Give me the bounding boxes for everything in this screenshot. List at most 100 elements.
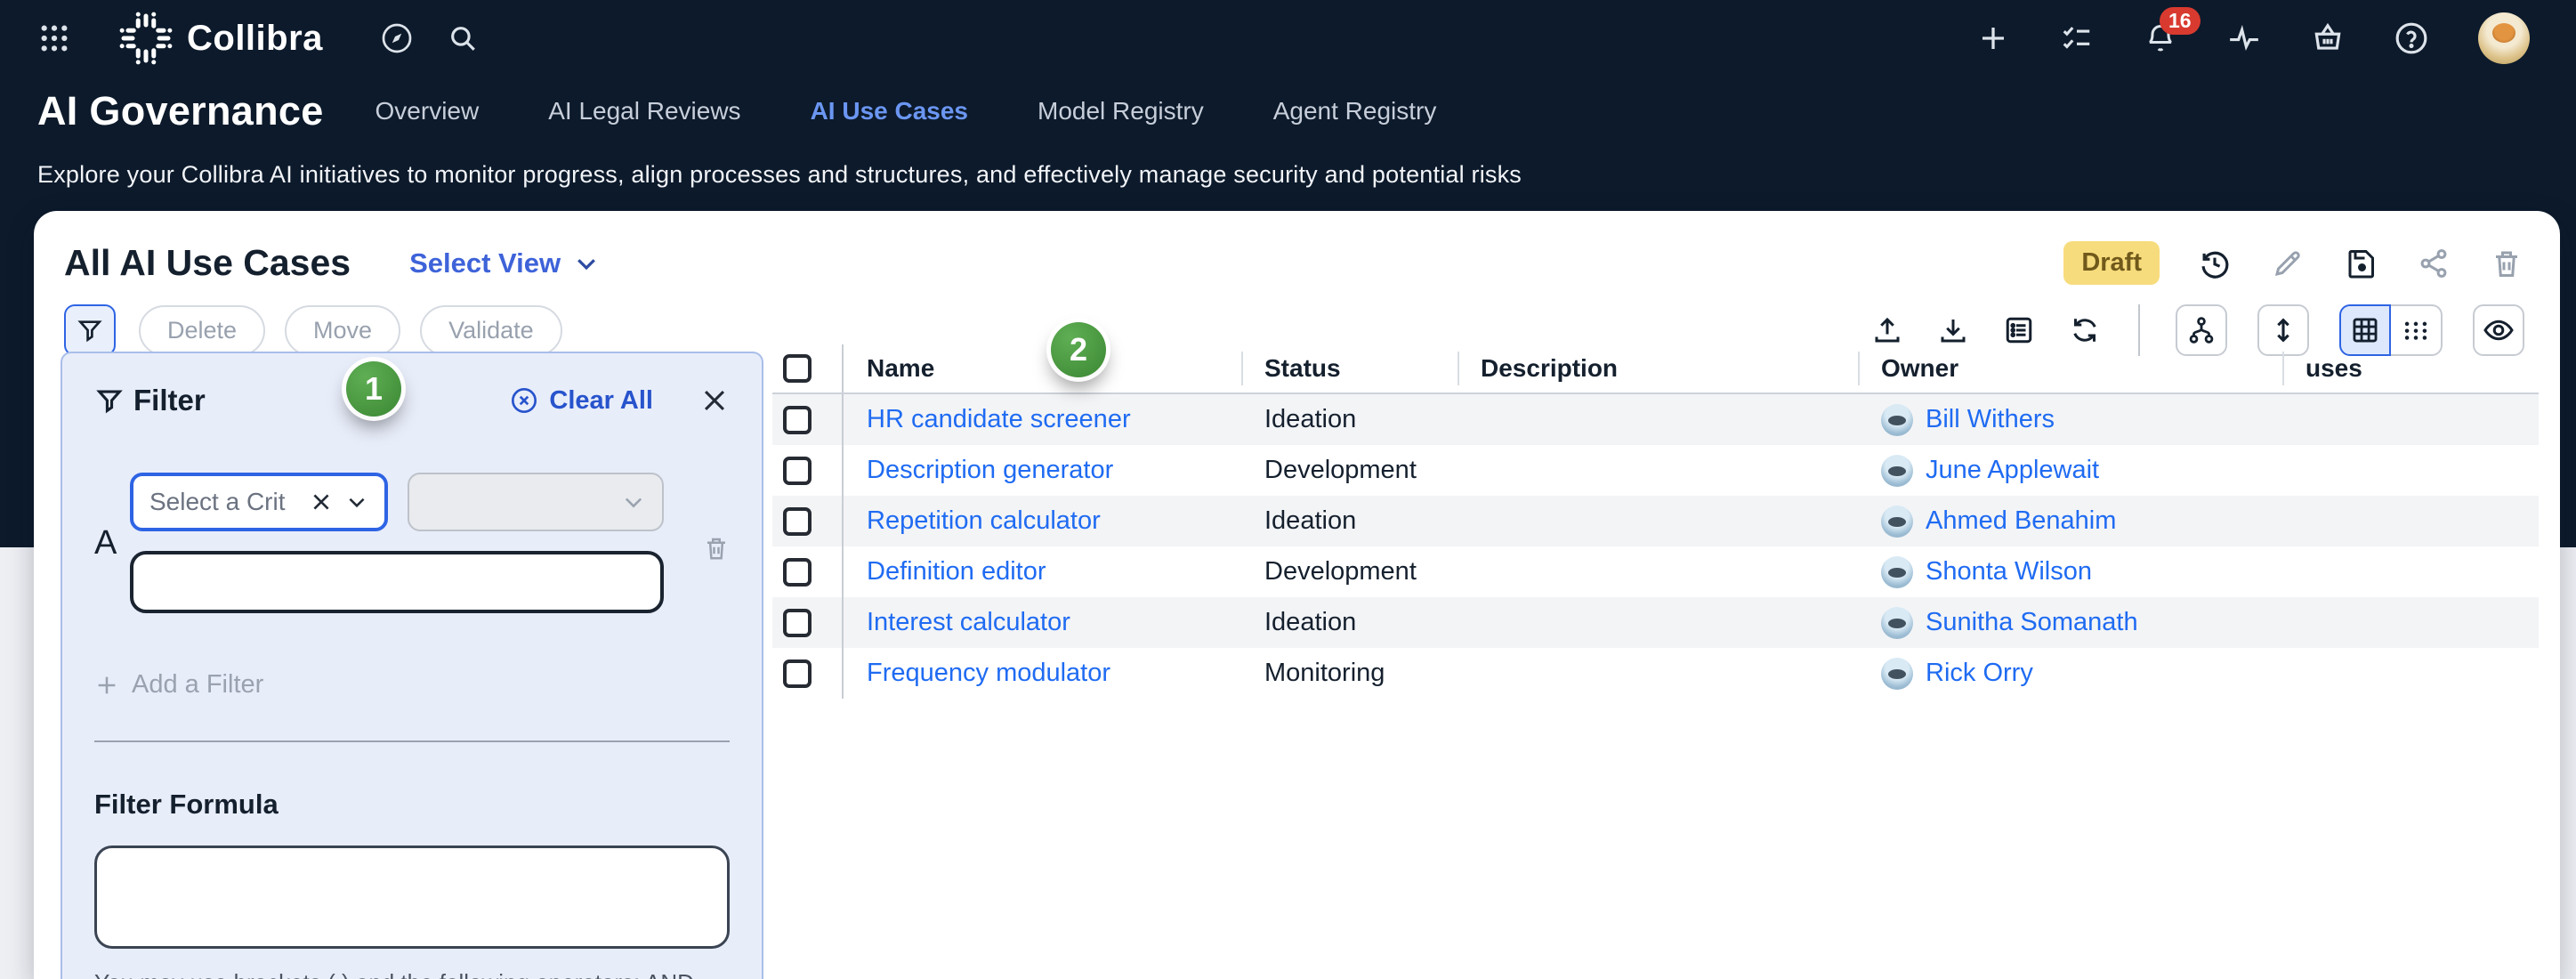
column-header-name[interactable]: Name (867, 354, 935, 382)
eye-icon (2483, 320, 2514, 341)
export-download-icon[interactable] (1935, 312, 1971, 348)
owner-avatar (1881, 505, 1913, 538)
status-badge: Draft (2063, 241, 2160, 285)
delete-button[interactable]: Delete (139, 304, 266, 356)
create-plus-icon[interactable] (1976, 21, 2010, 55)
validate-button[interactable]: Validate (420, 304, 562, 356)
operator-select-disabled (408, 473, 664, 531)
tab-agent-registry[interactable]: Agent Registry (1272, 97, 1437, 125)
tab-overview[interactable]: Overview (375, 97, 480, 125)
preview-eye-button[interactable] (2473, 304, 2524, 356)
ai-use-cases-card: All AI Use Cases Select View Draft (34, 211, 2560, 979)
refresh-sync-icon[interactable] (2067, 312, 2103, 348)
filter-clause-row: A Select a Crit (94, 473, 730, 613)
status-cell: Ideation (1264, 608, 1357, 636)
sort-rows-button[interactable] (2257, 304, 2309, 356)
move-button[interactable]: Move (285, 304, 401, 356)
compass-icon[interactable] (380, 21, 414, 55)
use-cases-table: Name Status Description Owner uses HR ca… (772, 344, 2539, 699)
table-row: Definition editor Development Shonta Wil… (772, 546, 2539, 597)
filter-panel: Filter Clear All A Select a Crit (61, 352, 763, 979)
select-view-dropdown[interactable]: Select View (409, 247, 600, 279)
uses-cell (2282, 445, 2539, 496)
row-checkbox[interactable] (783, 608, 812, 637)
uses-cell (2282, 648, 2539, 699)
use-case-link[interactable]: Repetition calculator (867, 506, 1101, 535)
filter-toggle-button[interactable] (64, 304, 116, 356)
chevron-down-icon (577, 258, 596, 270)
history-icon[interactable] (2197, 246, 2233, 281)
notifications-bell-icon[interactable]: 16 (2144, 7, 2201, 55)
help-icon[interactable] (2394, 21, 2428, 55)
close-filter-panel-icon[interactable] (699, 385, 730, 416)
row-checkbox[interactable] (783, 659, 812, 688)
column-header-uses[interactable]: uses (2282, 344, 2539, 392)
clear-criterion-icon[interactable] (310, 490, 333, 514)
hierarchy-view-button[interactable] (2176, 304, 2227, 356)
save-icon[interactable] (2343, 246, 2378, 281)
tab-ai-use-cases[interactable]: AI Use Cases (810, 97, 968, 125)
owner-link[interactable]: Bill Withers (1926, 405, 2055, 433)
status-cell: Ideation (1264, 506, 1357, 535)
use-case-link[interactable]: HR candidate screener (867, 405, 1131, 433)
column-header-description[interactable]: Description (1458, 344, 1858, 392)
column-header-owner[interactable]: Owner (1858, 344, 2282, 392)
filter-panel-divider (94, 740, 730, 742)
use-case-link[interactable]: Frequency modulator (867, 659, 1111, 687)
tab-ai-legal-reviews[interactable]: AI Legal Reviews (548, 97, 741, 125)
add-filter-button[interactable]: Add a Filter (94, 670, 730, 700)
row-checkbox[interactable] (783, 405, 812, 434)
status-cell: Development (1264, 456, 1417, 484)
use-case-link[interactable]: Interest calculator (867, 608, 1070, 636)
clear-all-button[interactable]: Clear All (510, 386, 653, 416)
marketplace-basket-icon[interactable] (2311, 21, 2345, 55)
tile-view-button[interactable] (2391, 304, 2443, 356)
tab-model-registry[interactable]: Model Registry (1038, 97, 1204, 125)
use-case-link[interactable]: Definition editor (867, 557, 1046, 586)
owner-link[interactable]: Sunitha Somanath (1926, 608, 2138, 636)
filter-funnel-icon (77, 320, 102, 343)
import-upload-icon[interactable] (1869, 312, 1905, 348)
criterion-select[interactable]: Select a Crit (130, 473, 388, 531)
select-all-checkbox[interactable] (783, 354, 812, 383)
filter-formula-input[interactable] (94, 846, 730, 949)
edit-pencil-icon[interactable] (2270, 246, 2305, 281)
table-grid-icon (2353, 318, 2378, 343)
user-avatar[interactable] (2478, 12, 2530, 64)
owner-avatar (1881, 657, 1913, 690)
share-icon[interactable] (2416, 246, 2451, 281)
dots-grid-icon (2404, 321, 2427, 340)
owner-link[interactable]: Ahmed Benahim (1926, 506, 2117, 535)
owner-link[interactable]: June Applewait (1926, 456, 2100, 484)
table-view-button[interactable] (2339, 304, 2391, 356)
row-checkbox[interactable] (783, 506, 812, 536)
uses-cell (2282, 546, 2539, 597)
annotation-badge-2: 2 (1051, 322, 1106, 377)
collibra-logo[interactable]: Collibra (119, 12, 323, 65)
page-subtitle: Explore your Collibra AI initiatives to … (37, 160, 1522, 188)
apps-grid-icon[interactable] (37, 21, 71, 55)
status-cell: Development (1264, 557, 1417, 586)
toolbar-divider (2138, 304, 2140, 356)
delete-trash-icon[interactable] (2489, 246, 2524, 281)
filter-value-input[interactable] (130, 551, 664, 613)
row-checkbox[interactable] (783, 557, 812, 587)
column-header-status[interactable]: Status (1241, 344, 1458, 392)
activity-pulse-icon[interactable] (2227, 21, 2261, 55)
owner-link[interactable]: Shonta Wilson (1926, 557, 2092, 586)
table-row: HR candidate screener Ideation Bill With… (772, 394, 2539, 445)
row-checkbox[interactable] (783, 456, 812, 485)
remove-clause-trash-icon[interactable] (703, 473, 730, 613)
filter-panel-title: Filter (133, 384, 206, 417)
filter-funnel-icon (96, 390, 123, 414)
description-cell (1458, 597, 1858, 648)
description-cell (1458, 445, 1858, 496)
details-list-icon[interactable] (2001, 312, 2037, 348)
tasks-checklist-icon[interactable] (2060, 21, 2094, 55)
table-header-row: Name Status Description Owner uses (772, 344, 2539, 394)
search-icon[interactable] (446, 21, 480, 55)
owner-link[interactable]: Rick Orry (1926, 659, 2033, 687)
use-case-link[interactable]: Description generator (867, 456, 1114, 484)
description-cell (1458, 648, 1858, 699)
annotation-badge-1: 1 (346, 361, 401, 417)
